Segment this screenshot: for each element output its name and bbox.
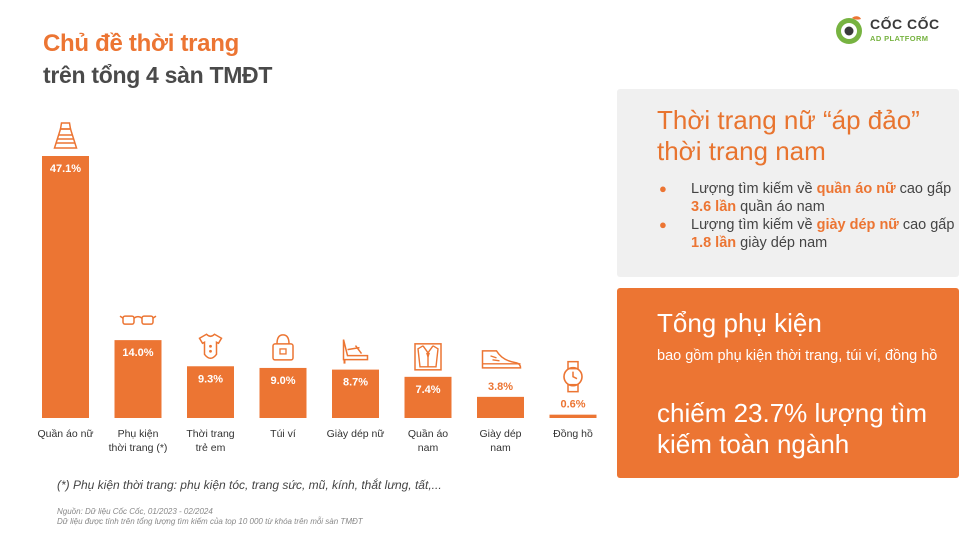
- category-label: nam: [490, 442, 511, 454]
- bar: [42, 156, 89, 418]
- bar-value-label: 9.3%: [198, 373, 223, 385]
- shirt-jacket-icon: [414, 343, 442, 371]
- logo-subtitle: AD PLATFORM: [870, 34, 929, 43]
- category-label: thời trang (*): [109, 442, 168, 454]
- category-label: Giày dép: [479, 428, 521, 440]
- source-line-2: Dữ liệu được tính trên tổng lượng tìm ki…: [57, 517, 363, 526]
- insight-bullet-1: ● Lượng tìm kiếm về quần áo nữ cao gấp 3…: [659, 181, 952, 215]
- source-note: Nguồn: Dữ liệu Cốc Cốc, 01/2023 - 02/202…: [57, 507, 363, 527]
- page-subtitle: trên tổng 4 sàn TMĐT: [43, 62, 273, 88]
- bar: [404, 376, 452, 418]
- sandal-icon: [342, 339, 369, 364]
- highlight: 1.8 lần: [691, 235, 737, 251]
- bullet-dot-icon: ●: [659, 217, 667, 232]
- bar-value-label: 9.0%: [270, 375, 295, 387]
- chart-footnote: (*) Phụ kiện thời trang: phụ kiện tóc, t…: [57, 478, 442, 492]
- baby-onesie-icon: [198, 333, 223, 360]
- highlight: quần áo nữ: [816, 181, 896, 197]
- category-label: trẻ em: [196, 442, 226, 454]
- coccoc-logo: CỐC CỐC AD PLATFORM: [834, 14, 944, 48]
- bar: [477, 396, 524, 418]
- accessories-share-text: chiếm 23.7% lượng tìm kiếm toàn ngành: [657, 398, 928, 459]
- insight-panel-women: Thời trang nữ “áp đảo” thời trang nam ● …: [617, 89, 959, 277]
- accessories-heading: Tổng phụ kiện: [657, 308, 822, 338]
- category-label: Thời trang: [186, 428, 234, 440]
- category-label: Quần áo: [408, 428, 448, 440]
- sneaker-icon: [481, 350, 522, 369]
- bar: [259, 367, 307, 418]
- bar: [187, 366, 234, 418]
- bar-value-label: 7.4%: [415, 384, 440, 396]
- highlight: giày dép nữ: [816, 217, 899, 233]
- watch-icon: [563, 360, 583, 393]
- category-label: Đồng hồ: [553, 428, 593, 440]
- accessories-subtext: bao gồm phụ kiện thời trang, túi ví, đồn…: [657, 348, 938, 364]
- category-label: Giày dép nữ: [327, 428, 385, 440]
- bar: [549, 414, 597, 418]
- bar: [114, 340, 162, 418]
- bar-value-label: 14.0%: [122, 347, 153, 359]
- bar-value-label: 0.6%: [560, 399, 585, 411]
- bar-value-label: 47.1%: [50, 163, 81, 175]
- highlight: 3.6 lần: [691, 199, 737, 215]
- insight-heading: Thời trang nữ “áp đảo” thời trang nam: [657, 105, 920, 166]
- logo-wordmark: CỐC CỐC: [870, 16, 940, 32]
- bar-chart: 47.1% Quần áo nữ 14.0% Phụ kiện thời trang (…: [37, 122, 597, 454]
- handbag-icon: [272, 334, 294, 361]
- insight-bullets: ● Lượng tìm kiếm về quần áo nữ cao gấp 3…: [657, 180, 957, 252]
- coccoc-logo-mark-icon: [836, 16, 862, 44]
- bar-value-label: 8.7%: [343, 377, 368, 389]
- bullet-dot-icon: ●: [659, 181, 667, 196]
- source-line-1: Nguồn: Dữ liệu Cốc Cốc, 01/2023 - 02/202…: [57, 507, 213, 516]
- category-label: nam: [418, 442, 439, 454]
- dress-icon: [53, 122, 78, 149]
- glasses-icon: [119, 315, 157, 325]
- insight-panel-accessories: Tổng phụ kiện bao gồm phụ kiện thời tran…: [617, 288, 959, 478]
- category-label: Quần áo nữ: [37, 428, 93, 440]
- page-title: Chủ đề thời trang: [43, 30, 239, 57]
- category-label: Phụ kiện: [118, 428, 159, 440]
- bar: [332, 369, 379, 418]
- category-label: Túi ví: [270, 428, 296, 440]
- insight-bullet-2: ● Lượng tìm kiếm về giày dép nữ cao gấp …: [659, 217, 955, 251]
- bar-value-label: 3.8%: [488, 381, 513, 393]
